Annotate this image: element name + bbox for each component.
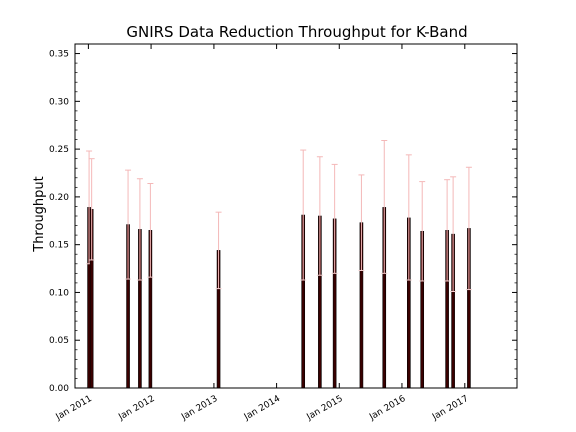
y-tick-label: 0.25 — [49, 145, 69, 155]
x-tick-label: Jan 2016 — [367, 394, 407, 423]
y-axis-label: Throughput — [32, 176, 47, 253]
y-tick-label: 0.15 — [49, 241, 69, 251]
chart-title: GNIRS Data Reduction Throughput for K-Ba… — [126, 23, 467, 41]
x-tick-label: Jan 2011 — [54, 394, 94, 423]
y-tick-label: 0.05 — [49, 336, 69, 346]
y-tick-label: 0.20 — [49, 193, 69, 203]
y-tick-label: 0.30 — [49, 97, 69, 107]
y-tick-label: 0.35 — [49, 50, 69, 60]
x-tick-label: Jan 2013 — [179, 394, 219, 423]
x-tick-label: Jan 2014 — [242, 394, 282, 423]
y-tick-label: 0.10 — [49, 288, 69, 298]
plot-area: 0.00 0.05 0.10 0.15 0.20 0.25 0.30 0.35 Jan 2011… — [49, 44, 517, 423]
x-tick-label: Jan 2012 — [116, 394, 156, 423]
x-tick-label: Jan 2015 — [305, 394, 345, 423]
x-tick-label: Jan 2017 — [430, 394, 470, 423]
plot-frame — [74, 43, 518, 389]
y-tick-label: 0.00 — [49, 384, 69, 394]
